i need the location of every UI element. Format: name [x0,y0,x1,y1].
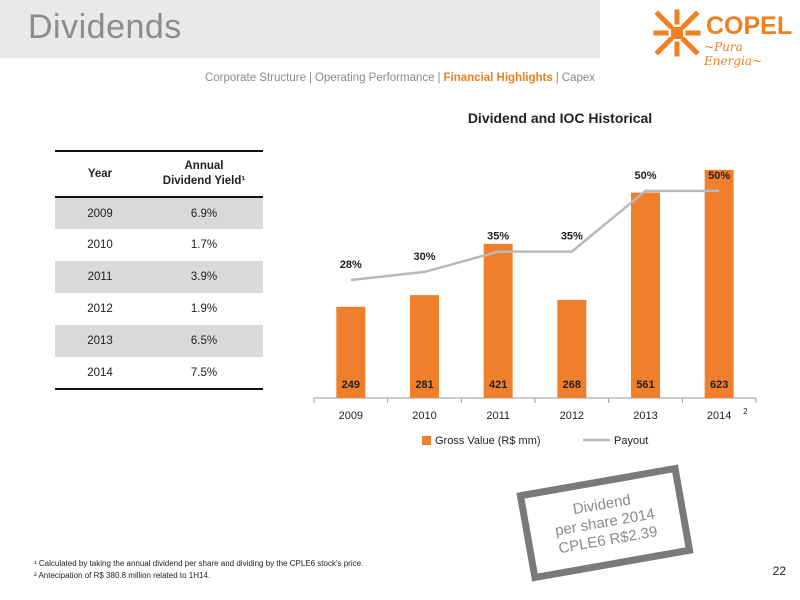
breadcrumb-operating-performance[interactable]: Operating Performance [314,72,435,84]
breadcrumb-corporate-structure[interactable]: Corporate Structure [204,72,306,84]
x-tick-label: 2009 [339,410,363,422]
table-row: 2012 1.9% [55,293,263,325]
bar-value-label: 623 [710,379,728,391]
bar-2011 [483,243,513,398]
bar-2014 [704,169,734,398]
table-row: 2014 7.5% [55,357,263,390]
copel-logo-icon [653,9,701,57]
cell-year: 2010 [87,239,113,251]
dividend-per-share-stamp: Dividend per share 2014 CPLE6 R$2.39 [516,464,694,582]
x-tick-label: 2012 [560,410,584,422]
payout-label: 30% [413,251,435,263]
payout-label: 28% [340,259,362,271]
copel-logo: COPEL ~Pura Energia~ [652,8,793,68]
bar-value-label: 249 [342,379,360,391]
cell-year: 2011 [55,261,145,293]
x-tick-label: 2011 [486,410,510,422]
cell-yield: 6.9% [145,197,263,229]
table-row: 2011 3.9% [55,261,263,293]
legend-label-payout: Payout [614,435,648,447]
x-tick-label: 2013 [633,410,657,422]
breadcrumb-capex[interactable]: Capex [561,72,596,84]
header-year: Year [55,150,145,198]
dividend-yield-table: Year Annual Dividend Yield¹ 2009 6.9% 20… [55,150,263,390]
bar-value-label: 421 [489,379,507,391]
payout-label: 50% [708,170,730,182]
payout-label: 35% [561,231,583,243]
logo-tagline-text: Pura Energia [704,40,752,68]
logo-tagline: ~Pura Energia~ [704,40,763,68]
x-tick-label: 2010 [412,410,436,422]
bar-2010 [410,295,439,398]
payout-label: 35% [487,231,509,243]
cell-year: 2013 [55,325,145,357]
page-number: 22 [772,564,786,578]
dividend-ioc-chart: 249 2009 281 2010 421 2011 268 2012 561 2013 623 20… [313,169,757,447]
breadcrumb-separator: | [308,72,312,84]
cell-yield: 7.5% [145,357,263,390]
bar-value-label: 561 [636,379,654,391]
cell-year: 2012 [87,303,113,315]
legend-swatch-gross-value [422,436,431,445]
bar-value-label: 281 [415,379,433,391]
logo-name: COPEL [706,12,793,40]
footnote-1: ¹ Calculated by taking the annual divide… [34,559,364,568]
cell-yield: 1.9% [190,303,218,315]
x-tick-label: 2014 [707,410,731,422]
table-row: 2013 6.5% [55,325,263,357]
bar-2009 [336,306,366,398]
cell-yield: 1.7% [190,239,218,251]
breadcrumb-financial-highlights[interactable]: Financial Highlights [443,72,553,84]
cell-yield: 3.9% [145,261,263,293]
header-annual-dividend-yield: Annual Dividend Yield¹ [145,150,263,198]
chart-title: Dividend and IOC Historical [467,110,653,126]
bar-value-label: 268 [563,379,581,391]
cell-year: 2014 [55,357,145,390]
breadcrumb-separator: | [437,72,441,84]
cell-year: 2009 [55,197,145,229]
breadcrumb-separator: | [555,72,559,84]
x-tick-note: 2 [743,407,748,416]
page-title: Dividends [28,8,182,46]
footnotes: ¹ Calculated by taking the annual divide… [34,558,363,582]
table-row: 2009 6.9% [55,197,263,229]
table-row: 2010 1.7% [55,229,263,261]
cell-yield: 6.5% [145,325,263,357]
bar-2013 [631,192,660,398]
title-bar: Dividends [0,0,600,58]
payout-label: 50% [634,170,656,182]
breadcrumb: Corporate Structure | Operating Performanc… [0,72,800,84]
payout-line [350,189,720,282]
footnote-2: ² Antecipation of R$ 380.8 million relat… [34,571,211,580]
bar-2012 [557,299,587,398]
legend-label-gross-value: Gross Value (R$ mm) [435,435,541,447]
table-header-row: Year Annual Dividend Yield¹ [55,150,263,198]
